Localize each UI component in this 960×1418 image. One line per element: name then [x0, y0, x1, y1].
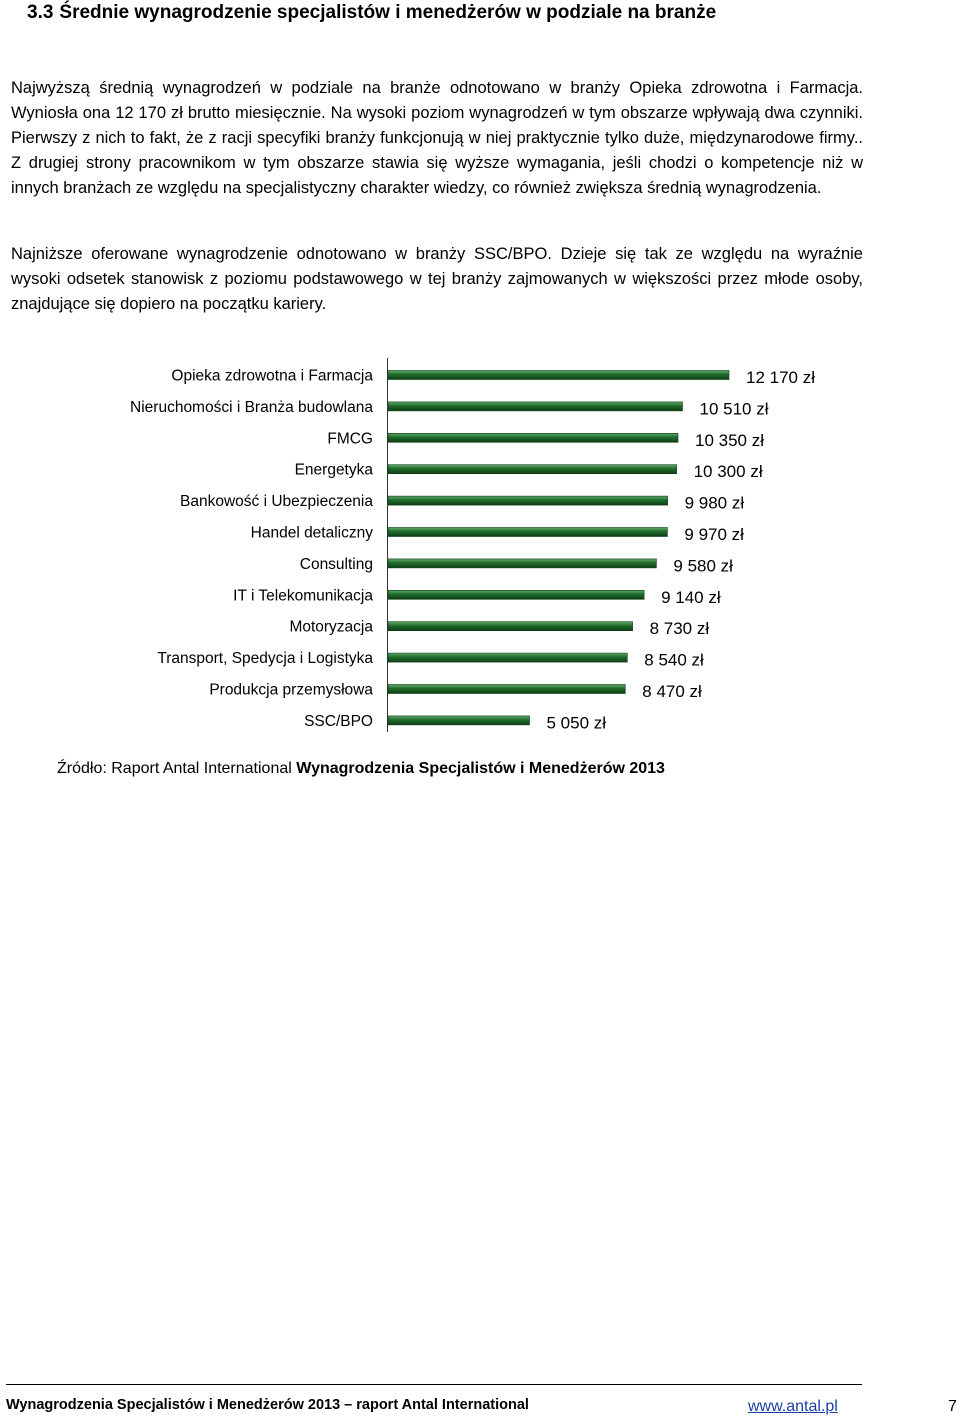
category-label-4: Bankowość i Ubezpieczenia — [180, 493, 373, 510]
bar-5 — [387, 527, 668, 537]
footer-divider — [6, 1384, 862, 1385]
bar-3 — [387, 464, 677, 474]
category-labels-group: Opieka zdrowotna i Farmacja Nieruchomości… — [130, 368, 373, 730]
category-label-5: Handel detaliczny — [251, 525, 374, 542]
category-label-0: Opieka zdrowotna i Farmacja — [171, 368, 373, 385]
value-label-4: 9 980 zł — [685, 494, 745, 513]
paragraph-2: Najniższe oferowane wynagrodzenie odnoto… — [11, 245, 863, 313]
footer-website-link[interactable]: www.antal.pl — [748, 1398, 838, 1415]
bar-7 — [387, 590, 645, 600]
value-label-7: 9 140 zł — [661, 588, 721, 607]
category-label-3: Energetyka — [295, 462, 374, 479]
value-label-2: 10 350 zł — [695, 431, 764, 450]
bar-9 — [387, 652, 628, 663]
salary-bar-chart: Opieka zdrowotna i Farmacja Nieruchomości… — [130, 358, 816, 732]
paragraph-1: Najwyższą średnią wynagrodzeń w podziale… — [11, 79, 863, 197]
bar-4 — [387, 495, 668, 506]
value-label-10: 8 470 zł — [642, 682, 702, 701]
category-label-8: Motoryzacja — [289, 619, 373, 636]
category-label-7: IT i Telekomunikacja — [233, 587, 373, 604]
value-label-8: 8 730 zł — [650, 619, 710, 638]
category-label-6: Consulting — [300, 556, 373, 573]
value-label-9: 8 540 zł — [644, 651, 704, 670]
value-label-5: 9 970 zł — [684, 525, 744, 544]
bar-0 — [387, 370, 730, 380]
section-title: Średnie wynagrodzenie specjalistów i men… — [59, 2, 717, 23]
category-label-1: Nieruchomości i Branża budowlana — [130, 399, 373, 416]
value-label-6: 9 580 zł — [673, 556, 733, 575]
category-label-9: Transport, Spedycja i Logistyka — [157, 650, 373, 667]
bar-6 — [387, 558, 657, 569]
bar-11 — [387, 715, 530, 726]
bar-1 — [387, 401, 683, 412]
value-label-1: 10 510 zł — [700, 399, 769, 418]
value-label-3: 10 300 zł — [694, 462, 763, 481]
source-report-title: Wynagrodzenia Specjalistów i Menedżerów … — [296, 760, 665, 777]
bars-group — [387, 370, 730, 726]
section-heading: 3.3 Średnie wynagrodzenie specjalistów i … — [27, 2, 716, 24]
category-label-11: SSC/BPO — [304, 713, 373, 730]
source-prefix: Źródło: Raport Antal International — [57, 760, 297, 777]
value-label-11: 5 050 zł — [547, 713, 607, 732]
bar-8 — [387, 621, 633, 632]
source-note: Źródło: Raport Antal International Wynag… — [57, 760, 665, 778]
value-label-0: 12 170 zł — [746, 368, 815, 387]
footer-title: Wynagrodzenia Specjalistów i Menedżerów … — [6, 1397, 529, 1413]
page-number: 7 — [948, 1398, 957, 1415]
category-label-2: FMCG — [327, 430, 373, 447]
category-label-10: Produkcja przemysłowa — [209, 682, 373, 699]
section-number: 3.3 — [27, 2, 54, 23]
bar-10 — [387, 684, 626, 694]
value-labels-group: 12 170 zł 10 510 zł 10 350 zł 10 300 zł 9 98… — [547, 368, 816, 732]
bar-2 — [387, 433, 679, 443]
